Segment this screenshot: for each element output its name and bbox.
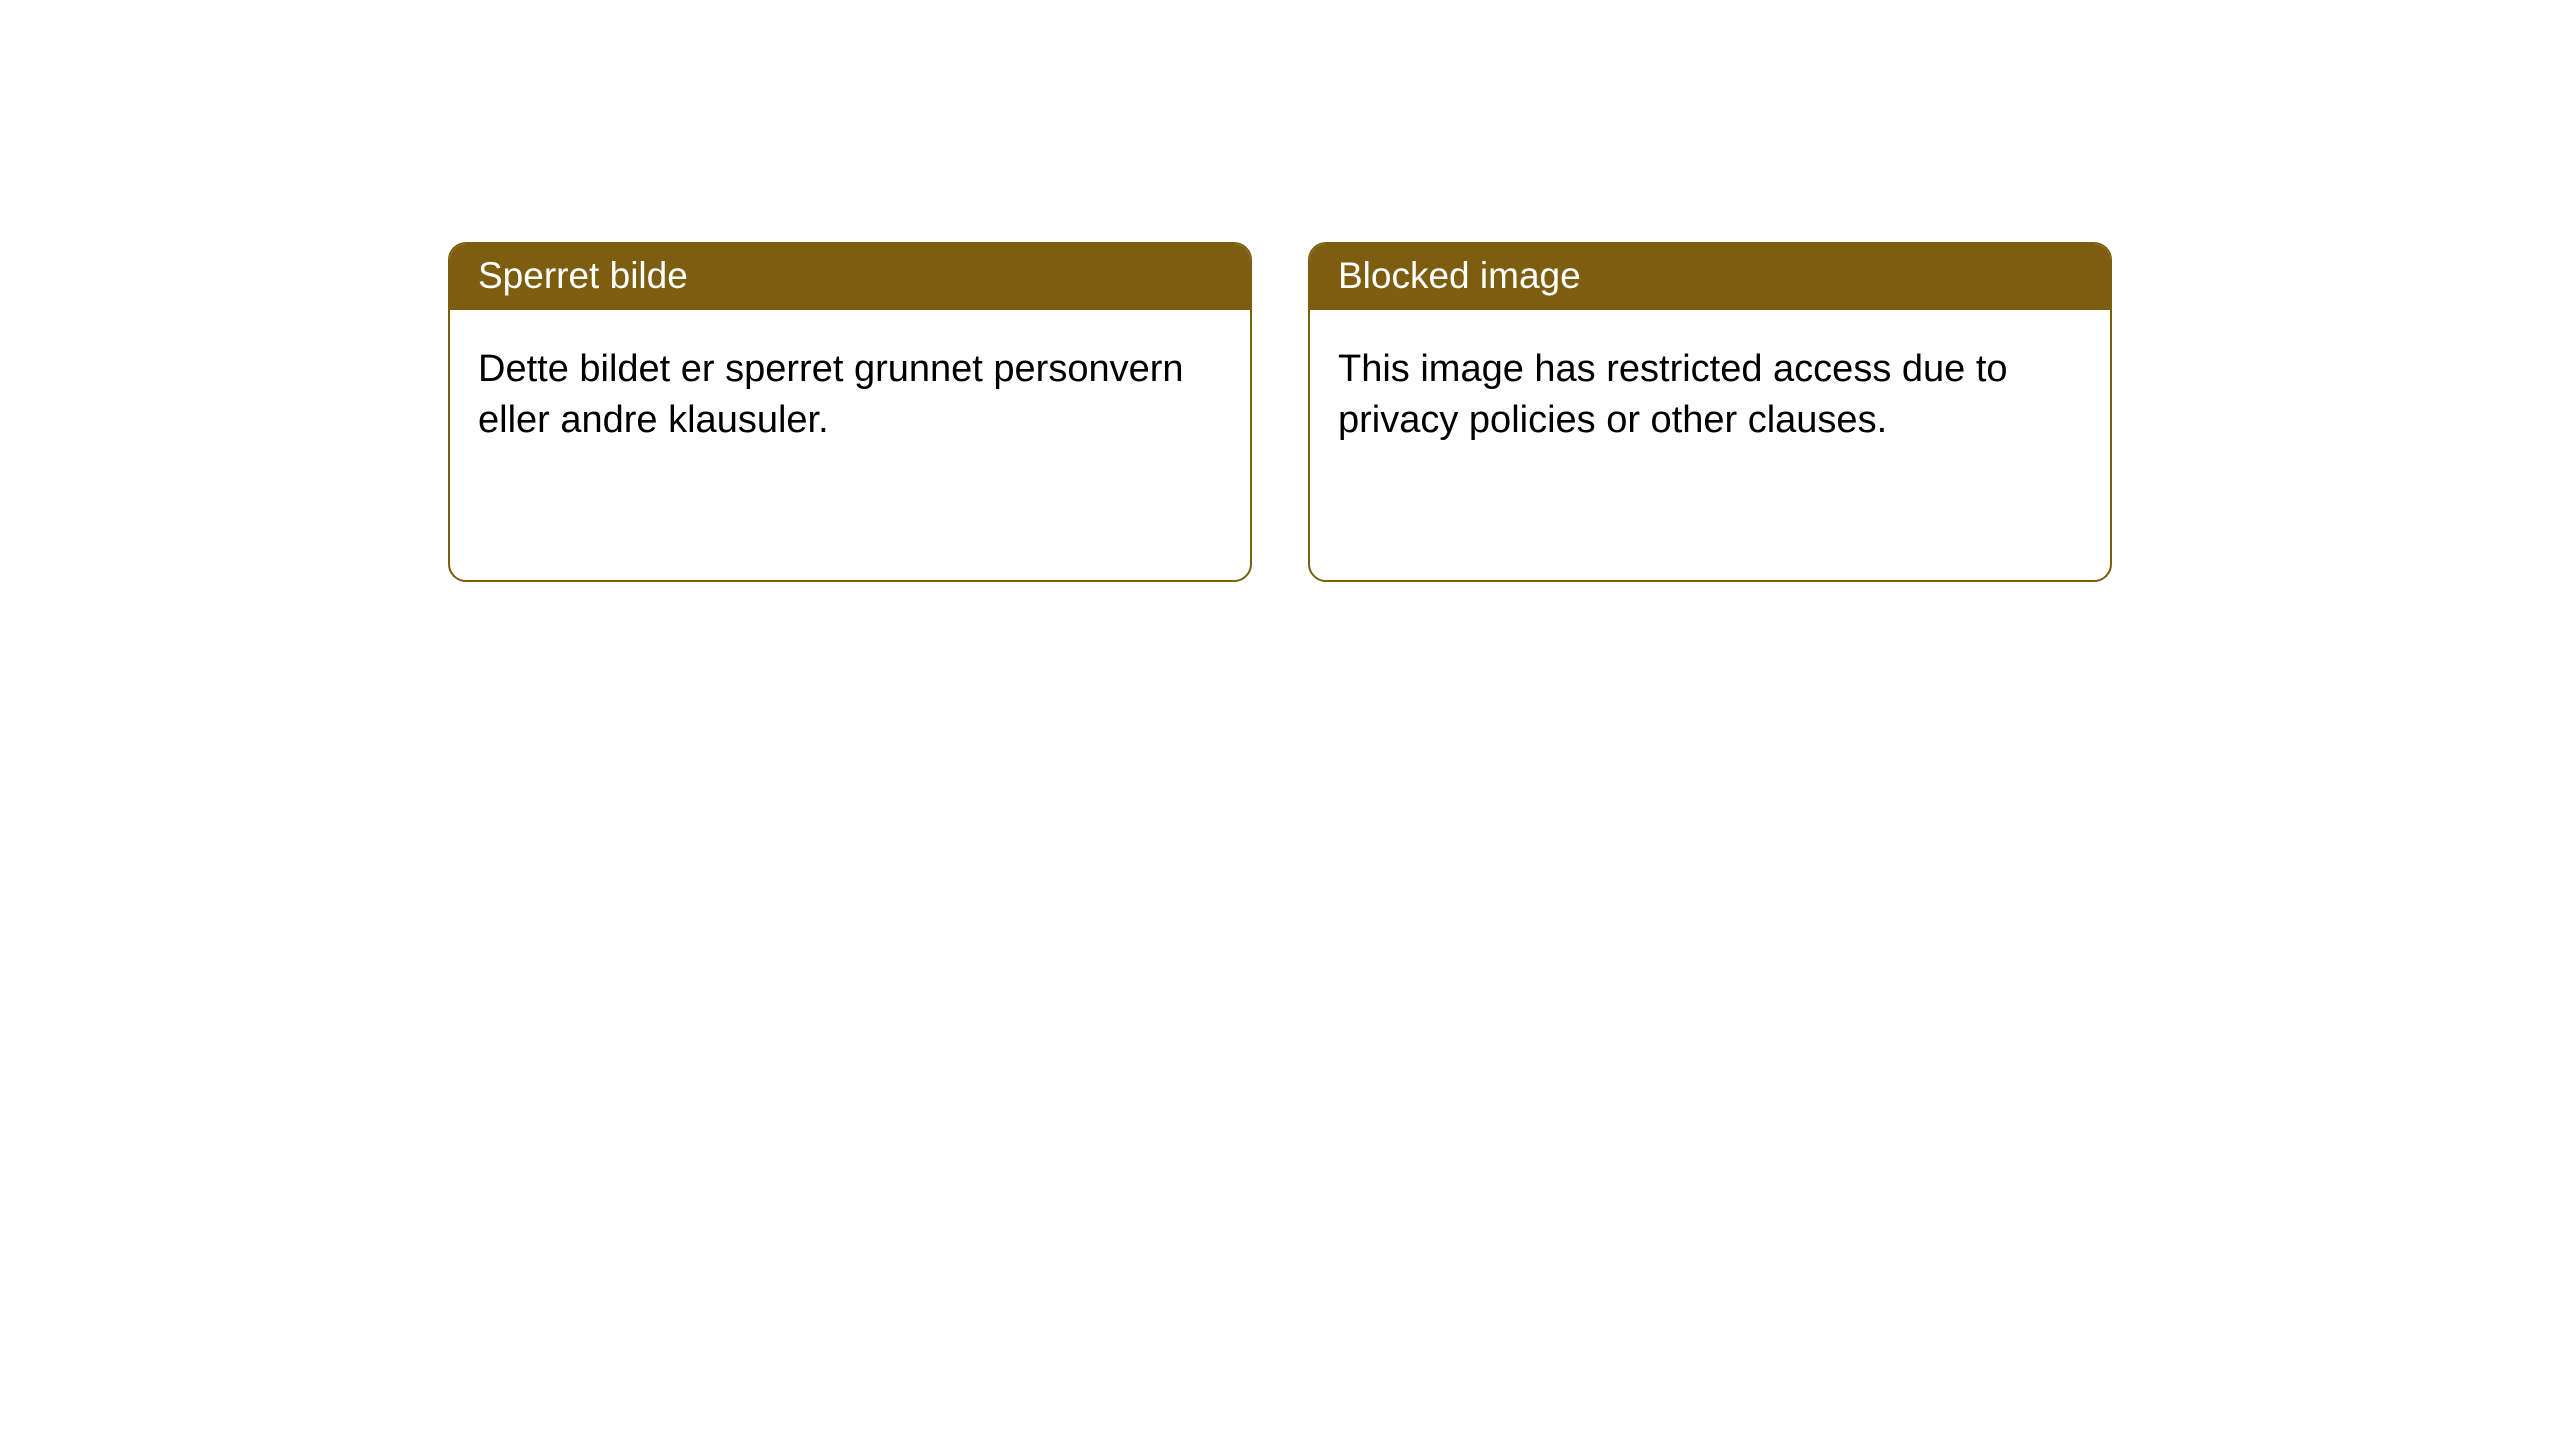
blocked-image-card-en: Blocked image This image has restricted … — [1308, 242, 2112, 582]
card-body-no: Dette bildet er sperret grunnet personve… — [450, 310, 1250, 475]
card-header-no: Sperret bilde — [450, 244, 1250, 310]
notice-container: Sperret bilde Dette bildet er sperret gr… — [0, 0, 2560, 582]
card-body-en: This image has restricted access due to … — [1310, 310, 2110, 475]
card-header-en: Blocked image — [1310, 244, 2110, 310]
blocked-image-card-no: Sperret bilde Dette bildet er sperret gr… — [448, 242, 1252, 582]
